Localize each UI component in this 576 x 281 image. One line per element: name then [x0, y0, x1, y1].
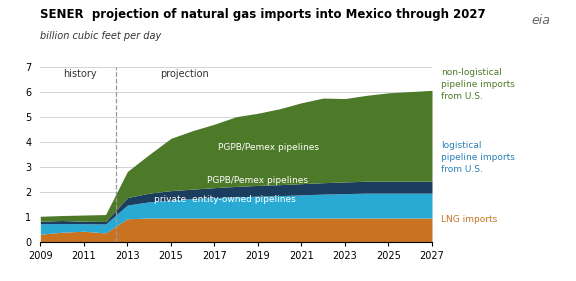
Text: logistical
pipeline imports
from U.S.: logistical pipeline imports from U.S.	[441, 141, 514, 174]
Text: private  entity-owned pipelines: private entity-owned pipelines	[154, 195, 296, 204]
Text: PGPB/Pemex pipelines: PGPB/Pemex pipelines	[207, 176, 308, 185]
Text: PGPB/Pemex pipelines: PGPB/Pemex pipelines	[218, 142, 319, 151]
Text: LNG imports: LNG imports	[441, 215, 497, 224]
Text: SENER  projection of natural gas imports into Mexico through 2027: SENER projection of natural gas imports …	[40, 8, 486, 21]
Text: projection: projection	[160, 69, 209, 79]
Text: history: history	[63, 69, 96, 79]
Text: eia: eia	[531, 14, 550, 27]
Text: billion cubic feet per day: billion cubic feet per day	[40, 31, 162, 41]
Text: non-logistical
pipeline imports
from U.S.: non-logistical pipeline imports from U.S…	[441, 68, 514, 101]
